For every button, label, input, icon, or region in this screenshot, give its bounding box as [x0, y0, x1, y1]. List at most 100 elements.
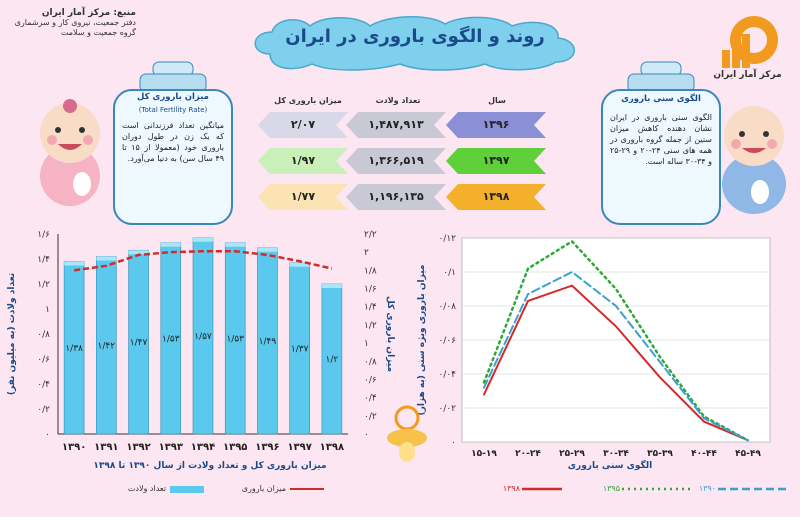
table-cell-bg [346, 148, 446, 174]
table-cell-bg [258, 112, 348, 138]
line-y-tick-label: ۰/۱۲ [438, 234, 456, 244]
bar-data-label: ۱/۴۹ [259, 337, 277, 347]
bottle-right-text: الگوی سنی باروری در ایران نشان دهنده کاه… [610, 113, 713, 166]
line-legend-label: ۱۳۹۰ [698, 484, 716, 493]
table-cell-bg [446, 184, 546, 210]
table-cell-tfr: ۱/۹۷ [290, 154, 316, 167]
bar-cap [289, 262, 310, 267]
line-legend-swatch [718, 487, 788, 491]
line-x-tick-label: ۴۰-۴۴ [691, 449, 717, 459]
bar-y-tick-label: ۰/۲ [37, 405, 50, 415]
legend-tfr-label: میزان باروری [241, 484, 286, 493]
bar-y-tick-label: ۰/۸ [37, 330, 50, 340]
bar-data-label: ۱/۳۷ [291, 344, 309, 354]
bar-data-label: ۱/۵۳ [162, 334, 180, 344]
table-cell-births: ۱,۴۸۷,۹۱۳ [368, 118, 424, 131]
bar-y-tick-label: ۰ [45, 430, 50, 440]
line-y-tick-label: ۰/۰۸ [438, 302, 456, 312]
table-cell-bg [258, 184, 348, 210]
bar-y2-axis-label: میزان باروری کل [385, 296, 395, 372]
tfr-line [73, 250, 333, 272]
bar-cap [257, 247, 278, 252]
line-legend-swatch [622, 487, 692, 491]
bar-data-label: ۱/۵۳ [226, 334, 244, 344]
bar-y-tick-label: ۰/۶ [37, 355, 50, 365]
table-cell-year: ۱۳۹۶ [482, 118, 510, 131]
bar-y2-tick-label: ۰ [364, 430, 369, 440]
bar-y2-tick-label: ۱/۴ [364, 303, 377, 313]
bar-x-tick-label: ۱۳۹۳ [159, 442, 183, 453]
table-cell-year: ۱۳۹۷ [482, 154, 510, 167]
table-cell-bg [346, 184, 446, 210]
bar-x-tick-label: ۱۳۹۷ [287, 442, 311, 453]
line-x-tick-label: ۳۰-۳۴ [603, 449, 629, 459]
source-note: منبع: مرکز آمار ایران دفتر جمعیت، نیروی … [8, 8, 136, 38]
bar-cap [225, 242, 246, 247]
line-legend-swatch [522, 487, 562, 491]
bar-x-tick-label: ۱۳۹۸ [320, 442, 344, 453]
bar-y-axis-label: تعداد ولادت (به میلیون نفر) [7, 273, 17, 395]
bar-chart: ۰ ۰/۲ ۰/۴ ۰/۶ ۰/۸ ۱ ۱/۲ ۱/۴ ۱/۶ ۰ ۰/۲ ۰/۴ ۰/۶ ۰/۸ ۱ ۱/۲… [7, 230, 395, 453]
bar-x-tick-label: ۱۳۹۶ [255, 442, 279, 453]
pacifier-icon [387, 405, 427, 462]
bar-x-tick-label: ۱۳۹۵ [223, 442, 247, 453]
bar-data-label: ۱/۴۲ [98, 341, 116, 351]
baby-boy-illustration [722, 106, 786, 214]
table-cell-tfr: ۱/۷۷ [290, 190, 316, 203]
line-x-tick-label: ۱۵-۱۹ [471, 449, 497, 459]
bottle-right-title: الگوی سنی باروری [621, 94, 701, 104]
bar-y2-tick-label: ۰/۶ [364, 375, 377, 385]
bar-y2-tick-label: ۱/۲ [364, 321, 377, 331]
bar-x-tick-label: ۱۳۹۱ [94, 442, 118, 453]
line-chart-title: الگوی سنی باروری [567, 461, 653, 471]
bar-y-tick-label: ۱/۲ [37, 280, 50, 290]
line-y-tick-label: ۰/۱ [443, 268, 456, 278]
table-cell-births: ۱,۳۶۶,۵۱۹ [368, 154, 424, 167]
line-x-tick-label: ۴۵-۴۹ [735, 449, 761, 459]
table-header-births: تعداد ولادت [375, 96, 421, 105]
bar-y2-tick-label: ۰/۲ [364, 412, 377, 422]
line-chart: ۰ ۰/۰۲ ۰/۰۴ ۰/۰۶ ۰/۰۸ ۰/۱ ۰/۱۲ ۱۵-۱۹ ۲۰-۲۴ ۲۵-۲۹ ۳… [417, 234, 771, 459]
bar-cap [64, 261, 85, 266]
bar-x-tick-label: ۱۳۹۴ [191, 442, 215, 453]
bar-x-tick-label: ۱۳۹۲ [126, 442, 150, 453]
table-cell-bg [446, 112, 546, 138]
bar-cap [321, 284, 342, 288]
source-line-3: گروه جمعیت و سلامت [60, 28, 136, 37]
bar-cap [96, 256, 117, 261]
line-legend-label: ۱۳۹۵ [602, 484, 620, 493]
bar-y-tick-label: ۱/۴ [37, 255, 50, 265]
bar-y2-tick-label: ۱ [364, 339, 369, 349]
source-line-1: منبع: مرکز آمار ایران [41, 8, 136, 18]
bar-chart-title: میزان باروری کل و تعداد ولادت از سال ۱۳۹… [93, 461, 327, 471]
bar-y2-tick-label: ۱/۸ [364, 266, 377, 276]
bar-cap [160, 242, 181, 247]
line-series-1 [482, 239, 750, 442]
line-series-2 [483, 270, 749, 442]
bar-y-tick-label: ۱ [45, 305, 50, 315]
page-title: روند و الگوی باروری در ایران [285, 26, 545, 47]
bar-y2-tick-label: ۲/۲ [364, 230, 377, 240]
legend-births-label: تعداد ولادت [127, 484, 166, 493]
bar-cap [193, 237, 213, 242]
line-y-tick-label: ۰ [451, 438, 456, 448]
table-cell-bg [346, 112, 446, 138]
line-x-tick-label: ۳۵-۳۹ [647, 449, 673, 459]
table-cell-tfr: ۲/۰۷ [290, 118, 316, 131]
line-y-tick-label: ۰/۰۴ [438, 370, 456, 380]
line-legend-label: ۱۳۹۸ [502, 484, 520, 493]
logo-text: مرکز آمار ایران [713, 70, 782, 80]
line-x-tick-label: ۲۵-۲۹ [559, 449, 585, 459]
bar-cap [128, 250, 149, 255]
table-cell-bg [258, 148, 348, 174]
bar-y-tick-label: ۰/۴ [37, 380, 50, 390]
legend-births-swatch [170, 486, 204, 493]
bottle-left-subtitle: (Total Fertility Rate) [138, 106, 208, 114]
bottle-right-shape [601, 61, 721, 225]
bar-y-tick-label: ۱/۶ [37, 230, 50, 240]
table-header-tfr: میزان باروری کل [274, 96, 342, 105]
table-cell-year: ۱۳۹۸ [482, 190, 510, 203]
sci-logo-icon [722, 16, 778, 68]
table-cell-births: ۱,۱۹۶,۱۳۵ [368, 190, 424, 203]
bottle-left-text: میانگین تعداد فرزندانی است که یک زن در ط… [122, 121, 224, 163]
